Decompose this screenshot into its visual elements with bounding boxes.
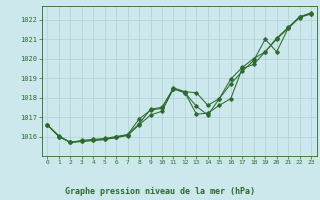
Text: Graphe pression niveau de la mer (hPa): Graphe pression niveau de la mer (hPa)	[65, 187, 255, 196]
